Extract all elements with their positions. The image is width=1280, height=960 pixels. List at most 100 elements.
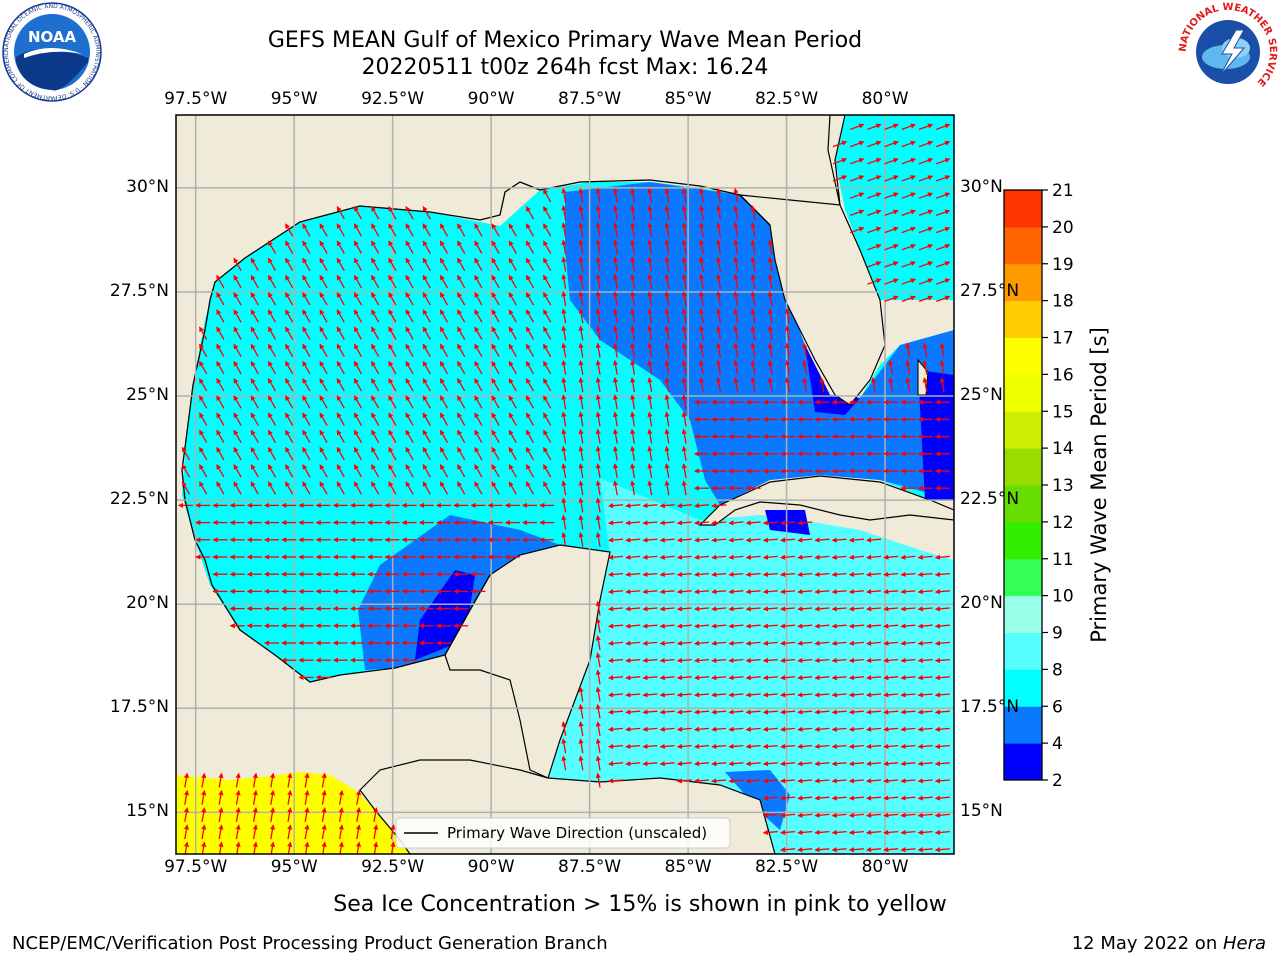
wave-arrow <box>918 192 934 199</box>
wave-arrow <box>750 377 756 393</box>
wave-arrow <box>693 761 710 767</box>
wave-arrow <box>797 640 813 646</box>
wave-arrow <box>901 140 916 148</box>
wave-arrow <box>491 360 500 375</box>
wave-arrow <box>867 209 882 217</box>
wave-arrow <box>917 709 933 715</box>
wave-arrow <box>831 726 847 732</box>
wave-arrow <box>543 481 552 495</box>
wave-arrow <box>939 377 945 393</box>
wave-arrow <box>422 412 431 426</box>
wave-arrow <box>779 675 796 681</box>
wave-arrow <box>457 326 466 340</box>
wave-arrow <box>625 537 641 543</box>
wave-arrow <box>491 377 500 392</box>
wave-arrow <box>693 537 710 543</box>
wave-arrow <box>607 657 624 664</box>
wave-arrow <box>779 571 796 578</box>
wave-arrow <box>733 222 739 238</box>
wave-arrow <box>491 343 500 358</box>
wave-arrow <box>733 342 739 358</box>
wave-arrow <box>543 446 552 461</box>
lon-tick-top: 97.5°W <box>164 89 228 109</box>
wave-arrow <box>199 429 208 444</box>
lat-tick-left: 17.5°N <box>109 697 169 718</box>
wave-arrow <box>647 428 653 444</box>
wave-arrow <box>848 778 864 784</box>
colorbar-cell <box>1004 411 1042 449</box>
wave-arrow <box>405 343 414 358</box>
wave-arrow <box>745 761 761 767</box>
wave-arrow <box>525 205 535 220</box>
wave-arrow <box>762 571 778 578</box>
wave-arrow <box>607 589 624 595</box>
colorbar-tick-label: 4 <box>1052 734 1063 754</box>
wave-arrow <box>525 274 535 289</box>
wave-arrow <box>693 606 710 612</box>
wave-arrow <box>728 623 744 629</box>
wave-arrow <box>900 692 916 698</box>
wave-arrow <box>797 761 813 767</box>
colorbar-tick-label: 2 <box>1052 771 1063 791</box>
wave-arrow <box>693 675 710 681</box>
colorbar-tick-label: 17 <box>1052 329 1074 349</box>
wave-arrow <box>814 657 830 664</box>
wave-arrow <box>784 325 791 341</box>
wave-arrow <box>711 726 727 732</box>
wave-arrow <box>848 606 864 612</box>
wave-arrow <box>642 554 658 560</box>
wave-arrow <box>647 394 653 410</box>
wave-arrow <box>659 589 675 595</box>
wave-arrow <box>642 709 658 715</box>
wave-arrow <box>693 743 710 750</box>
wave-arrow <box>457 377 466 392</box>
wave-arrow <box>336 463 345 478</box>
wave-arrow <box>676 743 692 750</box>
wave-arrow <box>525 395 535 409</box>
wave-arrow <box>612 291 619 307</box>
wave-arrow <box>181 446 191 461</box>
wave-arrow <box>595 377 601 393</box>
wave-arrow <box>561 342 567 358</box>
wave-arrow <box>884 123 899 131</box>
wave-arrow <box>405 291 414 306</box>
wave-arrow <box>647 411 653 427</box>
wave-arrow <box>287 789 293 805</box>
wave-arrow <box>578 463 584 479</box>
wave-arrow <box>595 531 601 547</box>
wave-arrow <box>681 359 687 375</box>
wave-arrow <box>302 291 311 306</box>
wave-arrow <box>664 205 670 221</box>
wave-arrow <box>336 360 345 375</box>
wave-arrow <box>901 157 916 165</box>
wave-arrow <box>491 223 500 237</box>
wave-arrow <box>625 554 641 560</box>
wave-arrow <box>762 520 778 526</box>
wave-arrow <box>831 675 847 681</box>
wave-arrow <box>595 514 601 530</box>
wave-arrow <box>353 377 363 392</box>
wave-arrow <box>917 640 933 646</box>
wave-arrow <box>934 657 950 664</box>
wave-arrow <box>491 412 500 426</box>
wave-arrow <box>371 412 380 426</box>
wave-arrow <box>728 709 744 715</box>
wave-arrow <box>405 429 414 444</box>
wave-arrow <box>918 140 934 148</box>
wave-arrow <box>353 481 363 495</box>
wave-arrow <box>625 623 641 629</box>
wave-arrow <box>218 772 224 788</box>
wave-arrow <box>642 692 658 698</box>
wave-arrow <box>779 623 796 629</box>
wave-arrow <box>659 726 675 732</box>
wave-arrow <box>642 589 658 595</box>
wave-arrow <box>405 463 414 478</box>
wave-arrow <box>934 554 950 560</box>
wave-arrow <box>216 446 225 461</box>
wave-arrow <box>814 726 830 732</box>
wave-arrow <box>819 377 825 393</box>
wave-arrow <box>867 140 882 148</box>
wave-arrow <box>250 446 259 461</box>
wave-arrow <box>595 273 601 289</box>
wave-arrow <box>561 394 567 410</box>
